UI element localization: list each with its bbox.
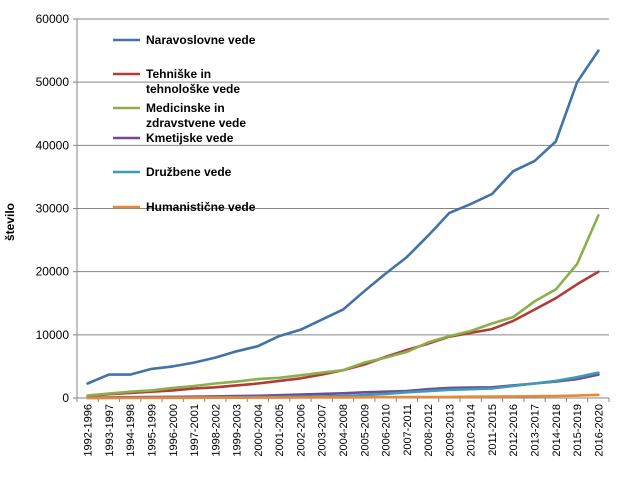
x-tick-label: 2006-2010: [381, 404, 393, 457]
series-line-3: [86, 214, 600, 397]
legend-label: Medicinske in: [146, 101, 225, 115]
x-tick-label: 2005-2009: [359, 404, 371, 457]
x-tick-label: 2009-2013: [444, 404, 456, 457]
x-tick-label: 2010-2014: [466, 404, 478, 457]
x-tick-label: 2013-2017: [530, 404, 542, 457]
x-tick-label: 2014-2018: [551, 404, 563, 457]
y-tick-label: 10000: [36, 328, 70, 342]
y-tick-label: 0: [62, 391, 69, 405]
x-tick-label: 2004-2008: [338, 404, 350, 457]
legend-label: tehnološke vede: [146, 82, 240, 96]
x-tick-label: 1995-1999: [146, 404, 158, 457]
y-tick-label: 40000: [36, 138, 70, 152]
y-tick-labels: 0 10000 20000 30000 40000 50000 60000: [36, 12, 70, 405]
legend-label: Tehniške in: [146, 67, 211, 81]
gridlines: [77, 18, 609, 336]
axes: [73, 18, 610, 402]
legend-label: Družbene vede: [146, 165, 232, 179]
x-tick-labels: 1992-1996 1993-1997 1994-1998 1995-1999 1996…: [83, 404, 606, 457]
y-tick-label: 30000: [36, 202, 70, 216]
x-tick-label: 1992-1996: [83, 404, 95, 457]
x-tick-label: 2001-2005: [274, 404, 286, 457]
x-tick-label: 2008-2012: [423, 404, 435, 457]
x-tick-label: 2002-2006: [295, 404, 307, 457]
y-tick-label: 60000: [36, 12, 70, 26]
series-line-6: [86, 393, 600, 400]
x-tick-label: 1996-2000: [168, 404, 180, 457]
x-tick-label: 2016-2020: [593, 404, 605, 457]
legend-label: Kmetijske vede: [146, 131, 234, 145]
x-tick-label: 2015-2019: [572, 404, 584, 457]
x-tick-label: 1998-2002: [210, 404, 222, 457]
x-tick-label: 2011-2015: [487, 404, 499, 456]
legend-label: zdravstvene vede: [146, 116, 246, 130]
x-tick-label: 2000-2004: [253, 404, 265, 457]
y-axis-label: število: [3, 203, 17, 241]
series-lines: [86, 49, 600, 400]
x-tick-label: 1993-1997: [104, 404, 116, 457]
x-tick-label: 1997-2001: [189, 404, 201, 457]
legend-label: Humanistične vede: [146, 200, 256, 214]
x-tick-label: 1994-1998: [125, 404, 137, 457]
legend-label: Naravoslovne vede: [146, 33, 256, 47]
series-line-1: [86, 49, 600, 385]
x-tick-label: 1999-2003: [232, 404, 244, 457]
y-tick-label: 50000: [36, 75, 70, 89]
x-tick-label: 2007-2011: [402, 404, 414, 456]
x-tick-label: 2003-2007: [317, 404, 329, 457]
x-tick-label: 2012-2016: [508, 404, 520, 457]
series-line-2: [86, 270, 600, 398]
y-tick-label: 20000: [36, 265, 70, 279]
